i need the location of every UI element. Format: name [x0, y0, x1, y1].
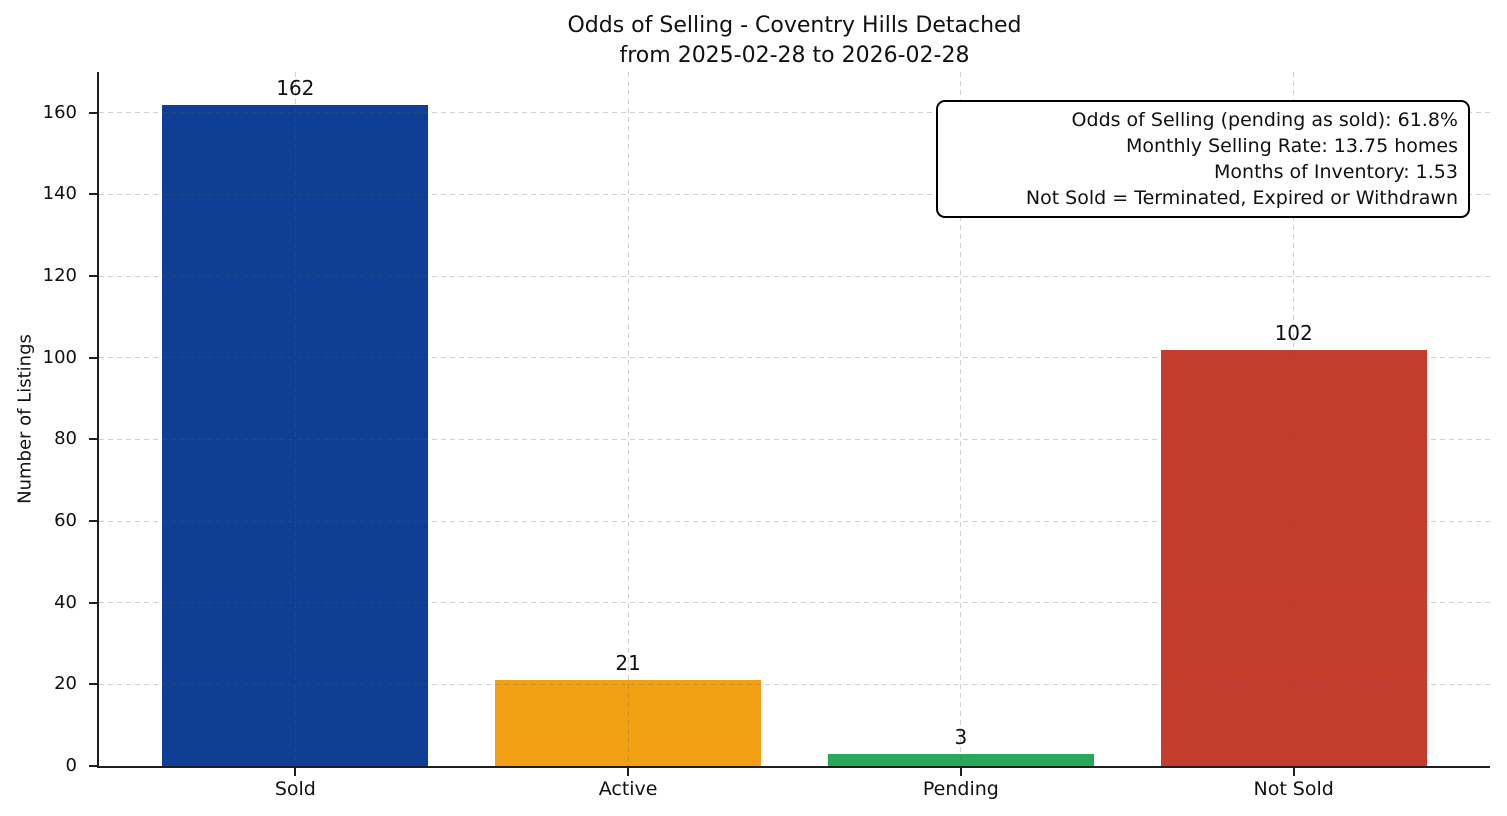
- bar-sold: [162, 104, 429, 766]
- annotation-not-sold-definition: Not Sold = Terminated, Expired or Withdr…: [1025, 187, 1458, 209]
- y-tick-mark-20: [89, 683, 97, 686]
- horizontal-gridline-20: [99, 683, 1490, 685]
- horizontal-gridline-140: [99, 193, 1490, 195]
- x-tick-label-not-sold: Not Sold: [1253, 778, 1334, 800]
- y-tick-mark-60: [89, 520, 97, 523]
- y-tick-label-80: 80: [54, 428, 77, 450]
- horizontal-gridline-120: [99, 275, 1490, 277]
- y-tick-mark-160: [89, 111, 97, 114]
- y-tick-label-0: 0: [65, 755, 77, 776]
- y-axis-label: Number of Listings: [14, 334, 36, 504]
- chart-title-line1: Odds of Selling - Coventry Hills Detache…: [567, 13, 1022, 38]
- y-tick-mark-120: [89, 275, 97, 278]
- bar-pending: [827, 753, 1094, 766]
- y-tick-label-120: 120: [42, 265, 77, 287]
- stats-annotation-box: Odds of Selling (pending as sold): 61.8%…: [936, 100, 1470, 218]
- x-tick-mark-active: [627, 768, 630, 776]
- y-tick-label-100: 100: [42, 346, 77, 368]
- horizontal-gridline-100: [99, 357, 1490, 359]
- y-tick-label-20: 20: [54, 673, 77, 695]
- annotation-months-of-inventory: Months of Inventory: 1.53: [1214, 161, 1458, 183]
- y-tick-label-140: 140: [42, 183, 77, 205]
- y-tick-mark-100: [89, 356, 97, 359]
- bar-value-label-pending: 3: [954, 724, 968, 749]
- y-tick-label-40: 40: [54, 591, 77, 613]
- chart-title: Odds of Selling - Coventry Hills Detache…: [99, 11, 1490, 71]
- vertical-gridline-not-sold: [1293, 72, 1295, 766]
- y-axis-spine: [97, 72, 99, 768]
- horizontal-gridline-60: [99, 520, 1490, 522]
- bar-value-label-sold: 162: [276, 75, 315, 100]
- y-tick-mark-80: [89, 438, 97, 441]
- x-tick-label-pending: Pending: [922, 778, 999, 800]
- x-tick-mark-sold: [294, 768, 297, 776]
- horizontal-gridline-40: [99, 602, 1490, 604]
- vertical-gridline-sold: [294, 72, 296, 766]
- bar-not-sold: [1160, 349, 1427, 766]
- y-tick-mark-140: [89, 193, 97, 196]
- y-tick-label-60: 60: [54, 510, 77, 532]
- annotation-monthly-selling-rate: Monthly Selling Rate: 13.75 homes: [1125, 135, 1458, 157]
- annotation-odds-of-selling: Odds of Selling (pending as sold): 61.8%: [1071, 109, 1458, 131]
- vertical-gridline-pending: [960, 72, 962, 766]
- horizontal-gridline-160: [99, 112, 1490, 114]
- bar-value-label-active: 21: [615, 651, 641, 676]
- x-tick-mark-not-sold: [1292, 768, 1295, 776]
- vertical-gridline-active: [627, 72, 629, 766]
- horizontal-gridline-80: [99, 438, 1490, 440]
- x-tick-label-sold: Sold: [274, 778, 316, 800]
- y-tick-label-160: 160: [42, 101, 77, 123]
- x-tick-label-active: Active: [598, 778, 658, 800]
- x-tick-mark-pending: [959, 768, 962, 776]
- y-tick-mark-0: [89, 765, 97, 767]
- chart-title-line2: from 2025-02-28 to 2026-02-28: [619, 43, 970, 68]
- y-tick-mark-40: [89, 601, 97, 604]
- plot-area: Sold 162 Active 21 Pending 3 Not Sold 102 0 20 40 6…: [43, 72, 1490, 800]
- bar-value-label-not-sold: 102: [1274, 320, 1313, 345]
- x-axis-spine: [97, 766, 1490, 768]
- bar-active: [495, 680, 762, 766]
